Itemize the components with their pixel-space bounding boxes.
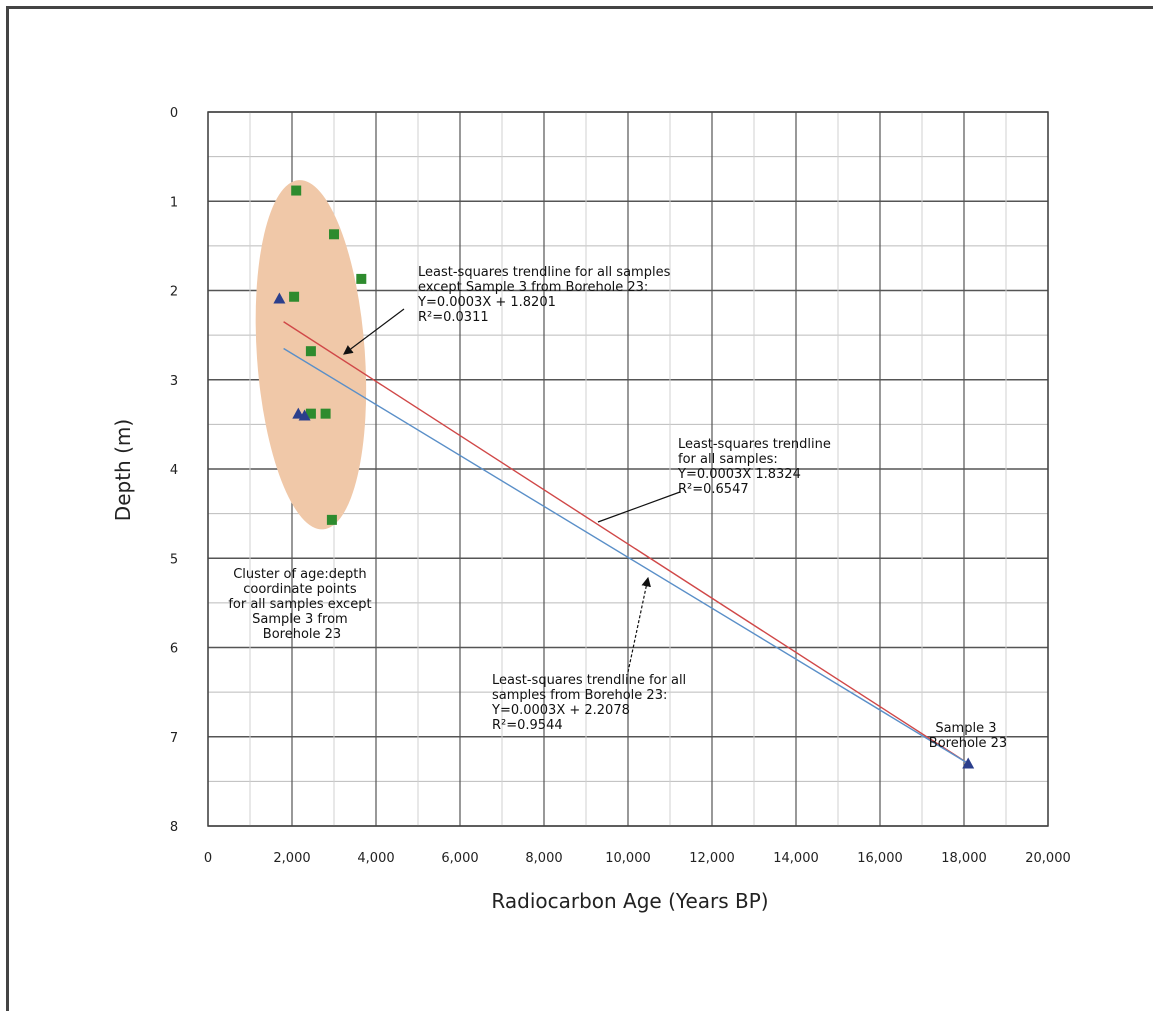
annotation-line: Cluster of age:depth [233, 567, 366, 582]
annotation-line: R²=0.9544 [492, 718, 563, 733]
y-tick-label: 7 [170, 731, 178, 746]
data-point-square [305, 408, 316, 419]
y-tick-label: 6 [170, 642, 178, 657]
annotation-trend-except: Least-squares trendline for all samples … [417, 265, 674, 325]
annotation-line: Least-squares trendline for all samples [418, 265, 671, 280]
data-point-square [326, 514, 337, 525]
annotation-line: Sample 3 [935, 721, 996, 736]
x-tick-label: 4,000 [357, 851, 394, 866]
annotation-line: except Sample 3 from Borehole 23: [418, 280, 648, 295]
annotation-line: Borehole 23 [929, 736, 1007, 751]
y-tick-label: 3 [170, 374, 178, 389]
x-tick-label: 2,000 [273, 851, 310, 866]
x-tick-label: 0 [204, 851, 212, 866]
y-tick-label: 2 [170, 285, 178, 300]
data-point-square [329, 229, 339, 240]
x-tick-labels: 0 2,000 4,000 6,000 8,000 10,000 12,000 14,000 1… [204, 851, 1071, 866]
annotation-line: Sample 3 from [252, 612, 348, 627]
x-tick-label: 20,000 [1025, 851, 1071, 866]
annotation-line: Borehole 23 [263, 627, 341, 642]
data-point-triangle [273, 292, 286, 304]
arrow-trend-except [343, 308, 405, 355]
x-tick-label: 14,000 [773, 851, 819, 866]
annotation-line: for all samples: [678, 452, 778, 467]
y-tick-label: 0 [170, 106, 178, 121]
annotation-line: coordinate points [243, 582, 357, 597]
annotation-trend-all: Least-squares trendline for all samples:… [677, 437, 835, 497]
annotation-line: Least-squares trendline [678, 437, 831, 452]
data-point-square [289, 291, 300, 302]
y-tick-label: 1 [170, 195, 178, 210]
x-tick-label: 16,000 [857, 851, 903, 866]
data-point-square [320, 408, 331, 419]
annotation-cluster: Cluster of age:depth coordinate points f… [228, 567, 375, 642]
x-tick-label: 6,000 [441, 851, 478, 866]
data-point-triangle [962, 757, 975, 769]
annotation-line: Y=0.0003X 1.8324 [677, 467, 801, 482]
annotation-line: for all samples except [228, 597, 371, 612]
data-point-square [291, 185, 302, 196]
trendline-1 [283, 321, 969, 765]
x-tick-label: 10,000 [605, 851, 651, 866]
annotation-line: Y=0.0003X + 2.2078 [491, 703, 630, 718]
y-tick-label: 5 [170, 552, 178, 567]
y-tick-label: 4 [170, 463, 178, 478]
x-tick-label: 18,000 [941, 851, 987, 866]
trendlines [283, 321, 969, 765]
annotation-trend-borehole: Least-squares trendline for all samples … [491, 673, 690, 733]
arrow-trend-all [597, 491, 681, 523]
annotation-line: Least-squares trendline for all [492, 673, 686, 688]
y-tick-label: 8 [170, 820, 178, 835]
y-axis-title: Depth (m) [111, 419, 135, 521]
x-tick-label: 12,000 [689, 851, 735, 866]
annotation-sample3: Sample 3 Borehole 23 [929, 721, 1007, 751]
data-point-square [356, 273, 367, 284]
data-point-square [305, 346, 316, 357]
annotation-line: R²=0.6547 [678, 482, 749, 497]
arrow-trend-borehole [627, 576, 651, 673]
trendline-2 [283, 347, 969, 765]
data-points [273, 185, 975, 769]
y-tick-labels: 0 1 2 3 4 5 6 7 8 [170, 106, 178, 835]
data-point-triangle [298, 409, 311, 421]
x-axis-title: Radiocarbon Age (Years BP) [491, 889, 768, 913]
annotation-line: R²=0.0311 [418, 310, 489, 325]
annotation-line: samples from Borehole 23: [492, 688, 667, 703]
plot-border [207, 111, 1049, 827]
x-tick-label: 8,000 [525, 851, 562, 866]
annotation-line: Y=0.0003X + 1.8201 [417, 295, 556, 310]
annotation-arrows [343, 308, 681, 673]
